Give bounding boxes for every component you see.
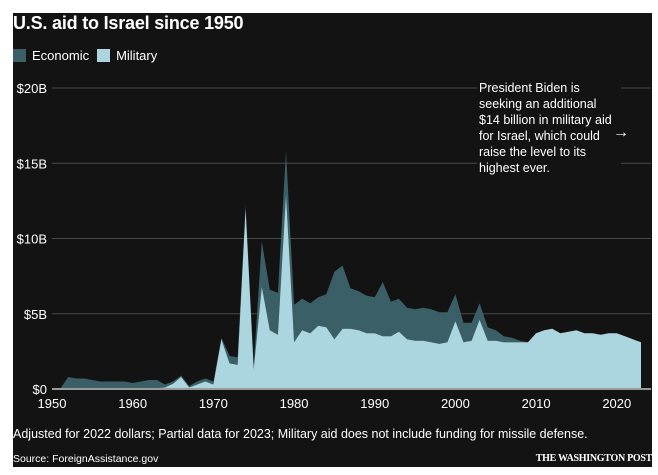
footnote: Adjusted for 2022 dollars; Partial data … [13,427,588,441]
source-text: Source: ForeignAssistance.gov [13,453,159,465]
x-tick-label: 1970 [199,396,228,411]
x-tick-label: 1960 [118,396,147,411]
x-tick-label: 2010 [522,396,551,411]
legend-label-economic: Economic [32,48,90,63]
y-tick-label: $10B [17,232,47,247]
x-axis-labels: 1950 1960 1970 1980 1990 2000 2010 2020 [38,396,632,411]
chart-title: U.S. aid to Israel since 1950 [13,13,244,33]
x-tick-label: 1950 [38,396,67,411]
right-arrow-icon: → [613,124,629,141]
y-tick-label: $15B [17,156,47,171]
y-tick-label: $20B [17,81,47,96]
y-tick-label: $0 [33,382,47,397]
legend-item-military: Military [97,48,157,63]
legend-swatch-military [97,49,111,62]
area-series [52,151,641,389]
legend: Economic Military [13,48,165,63]
economic-area [52,151,641,389]
legend-swatch-economic [13,49,26,62]
annotation-text: President Biden is seeking an additional… [477,80,621,176]
y-tick-label: $5B [24,307,47,322]
x-tick-label: 1990 [360,396,389,411]
x-tick-label: 1980 [280,396,309,411]
legend-item-economic: Economic [13,48,89,63]
y-axis-labels: $0 $5B $10B $15B $20B [17,81,47,397]
washington-post-logo: THE WASHINGTON POST [535,453,653,464]
x-tick-label: 2000 [441,396,470,411]
x-tick-label: 2020 [602,396,631,411]
chart-frame: U.S. aid to Israel since 1950 Economic M… [13,13,652,467]
military-area [52,194,641,389]
area-chart: $0 $5B $10B $15B $20B 1950 1960 1970 1980 1990 20… [17,81,651,411]
legend-label-military: Military [116,48,158,63]
